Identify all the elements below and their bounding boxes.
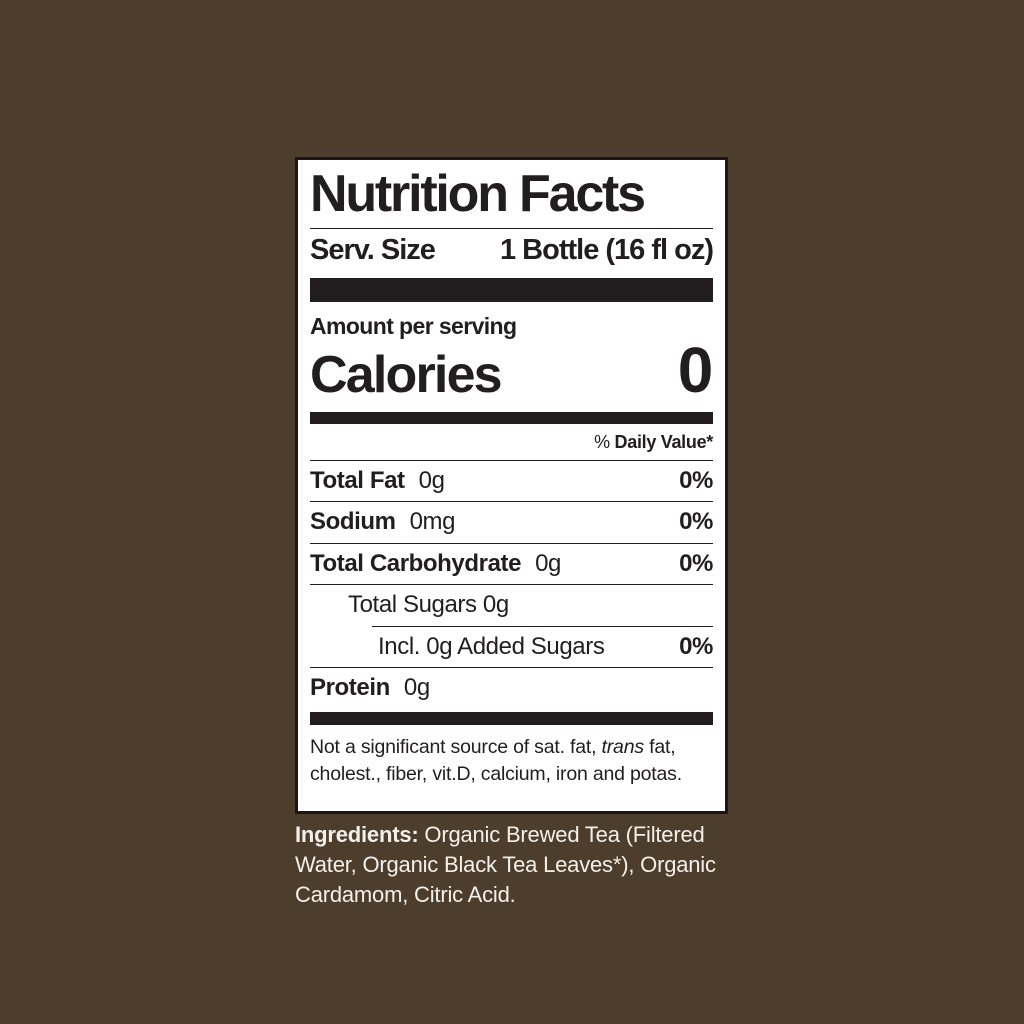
calories-label: Calories <box>310 346 503 405</box>
footnote-line1-end: fat, <box>643 736 676 759</box>
footnote-line1-start: Not a significant source of sat. fat, <box>310 736 602 759</box>
nutrient-daily-value: 0% <box>679 632 713 660</box>
nutrient-name: Protein <box>310 673 390 701</box>
daily-value-header-text: Daily Value* <box>614 432 714 453</box>
bottom-separator-bar <box>310 712 713 726</box>
nutrient-amount: 0g <box>403 673 430 701</box>
footnote-trans-italic: trans <box>601 736 645 759</box>
nutrient-name: Total Sugars 0g <box>348 591 509 619</box>
ingredients-line3: Cardamom, Citric Acid. <box>295 882 516 907</box>
footnote-line2: cholest., fiber, vit.D, calcium, iron an… <box>310 763 682 786</box>
nutrient-row-added-sugars: Incl. 0g Added Sugars 0% <box>310 627 713 667</box>
nutrient-row-total-sugars: Total Sugars 0g <box>310 584 713 625</box>
calories-row: Calories 0 <box>310 334 714 407</box>
nutrient-name: Sodium <box>310 508 396 536</box>
nutrient-name: Total Fat <box>310 466 405 494</box>
nutrient-daily-value: 0% <box>679 466 713 494</box>
nutrient-amount: 0g <box>535 549 561 577</box>
calories-value: 0 <box>677 334 714 407</box>
nutrient-row-protein: Protein 0g <box>310 666 713 708</box>
ingredients-line1: Organic Brewed Tea (Filtered <box>418 822 705 847</box>
ingredients-heading: Ingredients: <box>295 822 419 847</box>
ingredients-line2: Water, Organic Black Tea Leaves*), Organ… <box>295 852 716 877</box>
nutrient-row-total-fat: Total Fat 0g 0% <box>310 459 713 501</box>
amount-per-serving-label: Amount per serving <box>310 313 517 340</box>
nutrient-row-total-carbohydrate: Total Carbohydrate 0g 0% <box>310 542 713 584</box>
nutrient-daily-value: 0% <box>679 508 713 536</box>
serving-size-value: 1 Bottle (16 fl oz) <box>499 234 714 267</box>
title-divider <box>310 228 713 230</box>
nutrient-amount: 0mg <box>409 508 456 536</box>
daily-value-percent-sign: % <box>594 432 610 453</box>
nutrient-name: Total Carbohydrate <box>310 549 522 577</box>
nutrition-facts-title: Nutrition Facts <box>310 165 646 223</box>
nutrient-amount: 0g <box>418 466 445 494</box>
ingredients-block: Ingredients: Organic Brewed Tea (Filtere… <box>295 820 735 910</box>
serving-size-label: Serv. Size <box>310 234 436 267</box>
medium-separator-bar <box>310 412 713 425</box>
daily-value-header: % Daily Value* <box>310 424 713 460</box>
nutrient-name: Incl. 0g Added Sugars <box>378 632 605 660</box>
nutrient-daily-value: 0% <box>679 549 713 577</box>
serving-size-row: Serv. Size 1 Bottle (16 fl oz) <box>310 234 714 267</box>
nutrition-facts-panel: Nutrition Facts Serv. Size 1 Bottle (16 … <box>295 157 728 814</box>
nutrient-row-sodium: Sodium 0mg 0% <box>310 501 713 542</box>
total-sugars-divider <box>372 625 713 627</box>
footnote: Not a significant source of sat. fat, tr… <box>310 734 713 788</box>
thick-separator-bar <box>310 278 713 303</box>
